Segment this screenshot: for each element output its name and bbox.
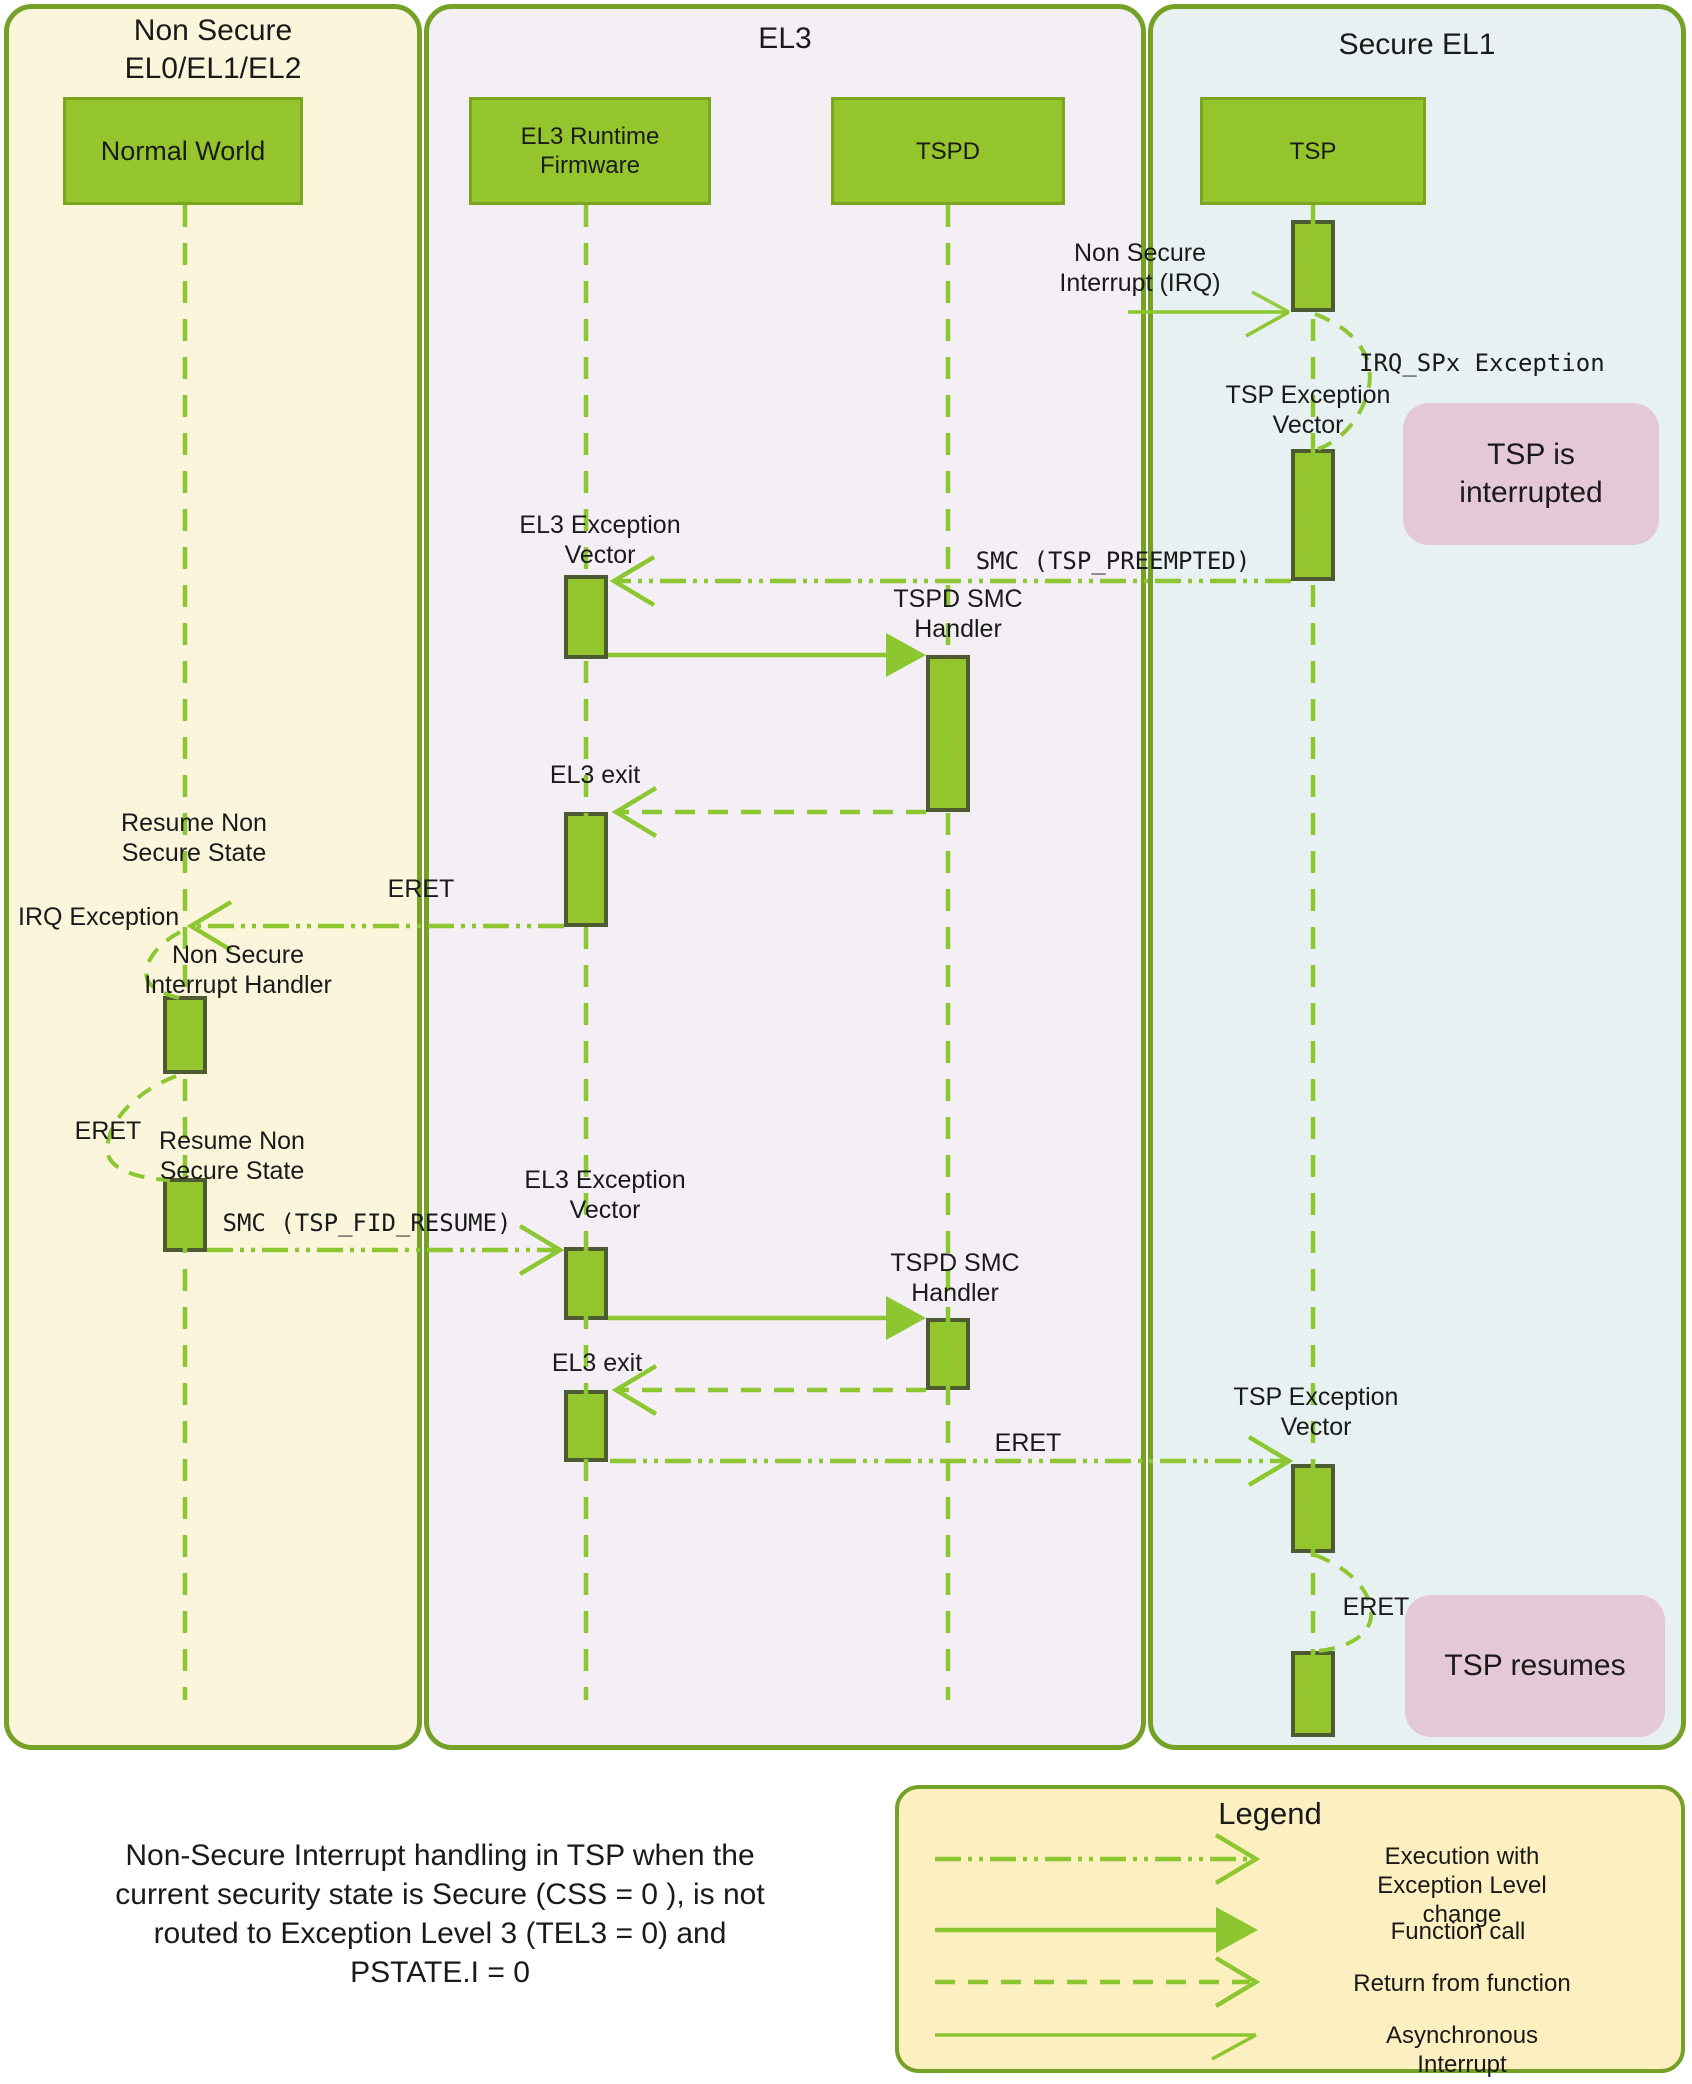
label-tspd-smc-handler-1: TSPD SMC Handler xyxy=(893,585,1023,643)
activation-el3-exception-vector-1 xyxy=(564,575,608,659)
label-irq-exception: IRQ Exception xyxy=(18,903,180,931)
actor-normal-world: Normal World xyxy=(63,97,303,205)
label-tsp-exception-vector-1: TSP Exception Vector xyxy=(1225,381,1391,439)
activation-tsp-exception-vector-1 xyxy=(1291,449,1335,581)
label-el3-exit-1: EL3 exit xyxy=(549,761,641,789)
lane-non-secure xyxy=(4,4,422,1750)
activation-el3-exit-1 xyxy=(564,812,608,927)
label-eret-2: ERET xyxy=(74,1117,142,1145)
activation-tsp-exception-vector-2 xyxy=(1291,1464,1335,1553)
label-el3-exception-vector-2: EL3 Exception Vector xyxy=(524,1166,686,1224)
lane-title-el3: EL3 xyxy=(758,22,812,55)
lane-secure-el1 xyxy=(1148,4,1686,1750)
diagram-caption: Non-Secure Interrupt handling in TSP whe… xyxy=(115,1839,765,1989)
label-smc-tsp-preempted: SMC (TSP_PREEMPTED) xyxy=(975,547,1251,575)
activation-el3-exception-vector-2 xyxy=(564,1247,608,1320)
activation-tspd-smc-handler-1 xyxy=(926,655,970,812)
activation-tsp-resumed xyxy=(1291,1651,1335,1737)
label-el3-exception-vector-1: EL3 Exception Vector xyxy=(519,511,681,569)
label-non-secure-interrupt: Non Secure Interrupt (IRQ) xyxy=(1059,239,1221,297)
label-resume-ns-state-1: Resume Non Secure State xyxy=(121,809,267,867)
activation-el3-exit-2 xyxy=(564,1390,608,1462)
actor-tsp: TSP xyxy=(1200,97,1426,205)
lane-title-non-secure: Non Secure EL0/EL1/EL2 xyxy=(124,14,302,85)
lane-title-secure-el1: Secure EL1 xyxy=(1338,28,1496,61)
lane-el3 xyxy=(424,4,1146,1750)
label-ns-interrupt-handler: Non Secure Interrupt Handler xyxy=(144,941,332,999)
label-eret-3: ERET xyxy=(994,1429,1062,1457)
legend-title: Legend xyxy=(1218,1796,1322,1831)
label-tspd-smc-handler-2: TSPD SMC Handler xyxy=(890,1249,1020,1307)
legend-label-execution-el-change: Execution with Exception Level change xyxy=(1377,1843,1547,1928)
label-el3-exit-2: EL3 exit xyxy=(551,1349,643,1377)
note-tsp-is-interrupted: TSP is interrupted xyxy=(1403,403,1659,545)
label-irq-spx-exception: IRQ_SPx Exception xyxy=(1359,349,1605,377)
activation-tsp-running xyxy=(1291,220,1335,312)
legend-label-return-from-function: Return from function xyxy=(1353,1970,1571,1997)
actor-el3-runtime-firmware: EL3 Runtime Firmware xyxy=(469,97,711,205)
actor-tspd: TSPD xyxy=(831,97,1065,205)
activation-ns-interrupt-handler xyxy=(163,996,207,1074)
legend-label-function-call: Function call xyxy=(1390,1918,1526,1945)
label-tsp-exception-vector-2: TSP Exception Vector xyxy=(1233,1383,1399,1441)
activation-resume-ns-state xyxy=(163,1178,207,1252)
label-eret-1: ERET xyxy=(387,875,455,903)
label-eret-4: ERET xyxy=(1342,1593,1410,1621)
label-smc-tsp-fid-resume: SMC (TSP_FID_RESUME) xyxy=(222,1209,512,1237)
activation-tspd-smc-handler-2 xyxy=(926,1318,970,1390)
note-tsp-resumes: TSP resumes xyxy=(1405,1595,1665,1737)
legend-label-asynchronous-interrupt: Asynchronous Interrupt xyxy=(1385,2022,1539,2078)
label-resume-ns-state-2: Resume Non Secure State xyxy=(159,1127,305,1185)
